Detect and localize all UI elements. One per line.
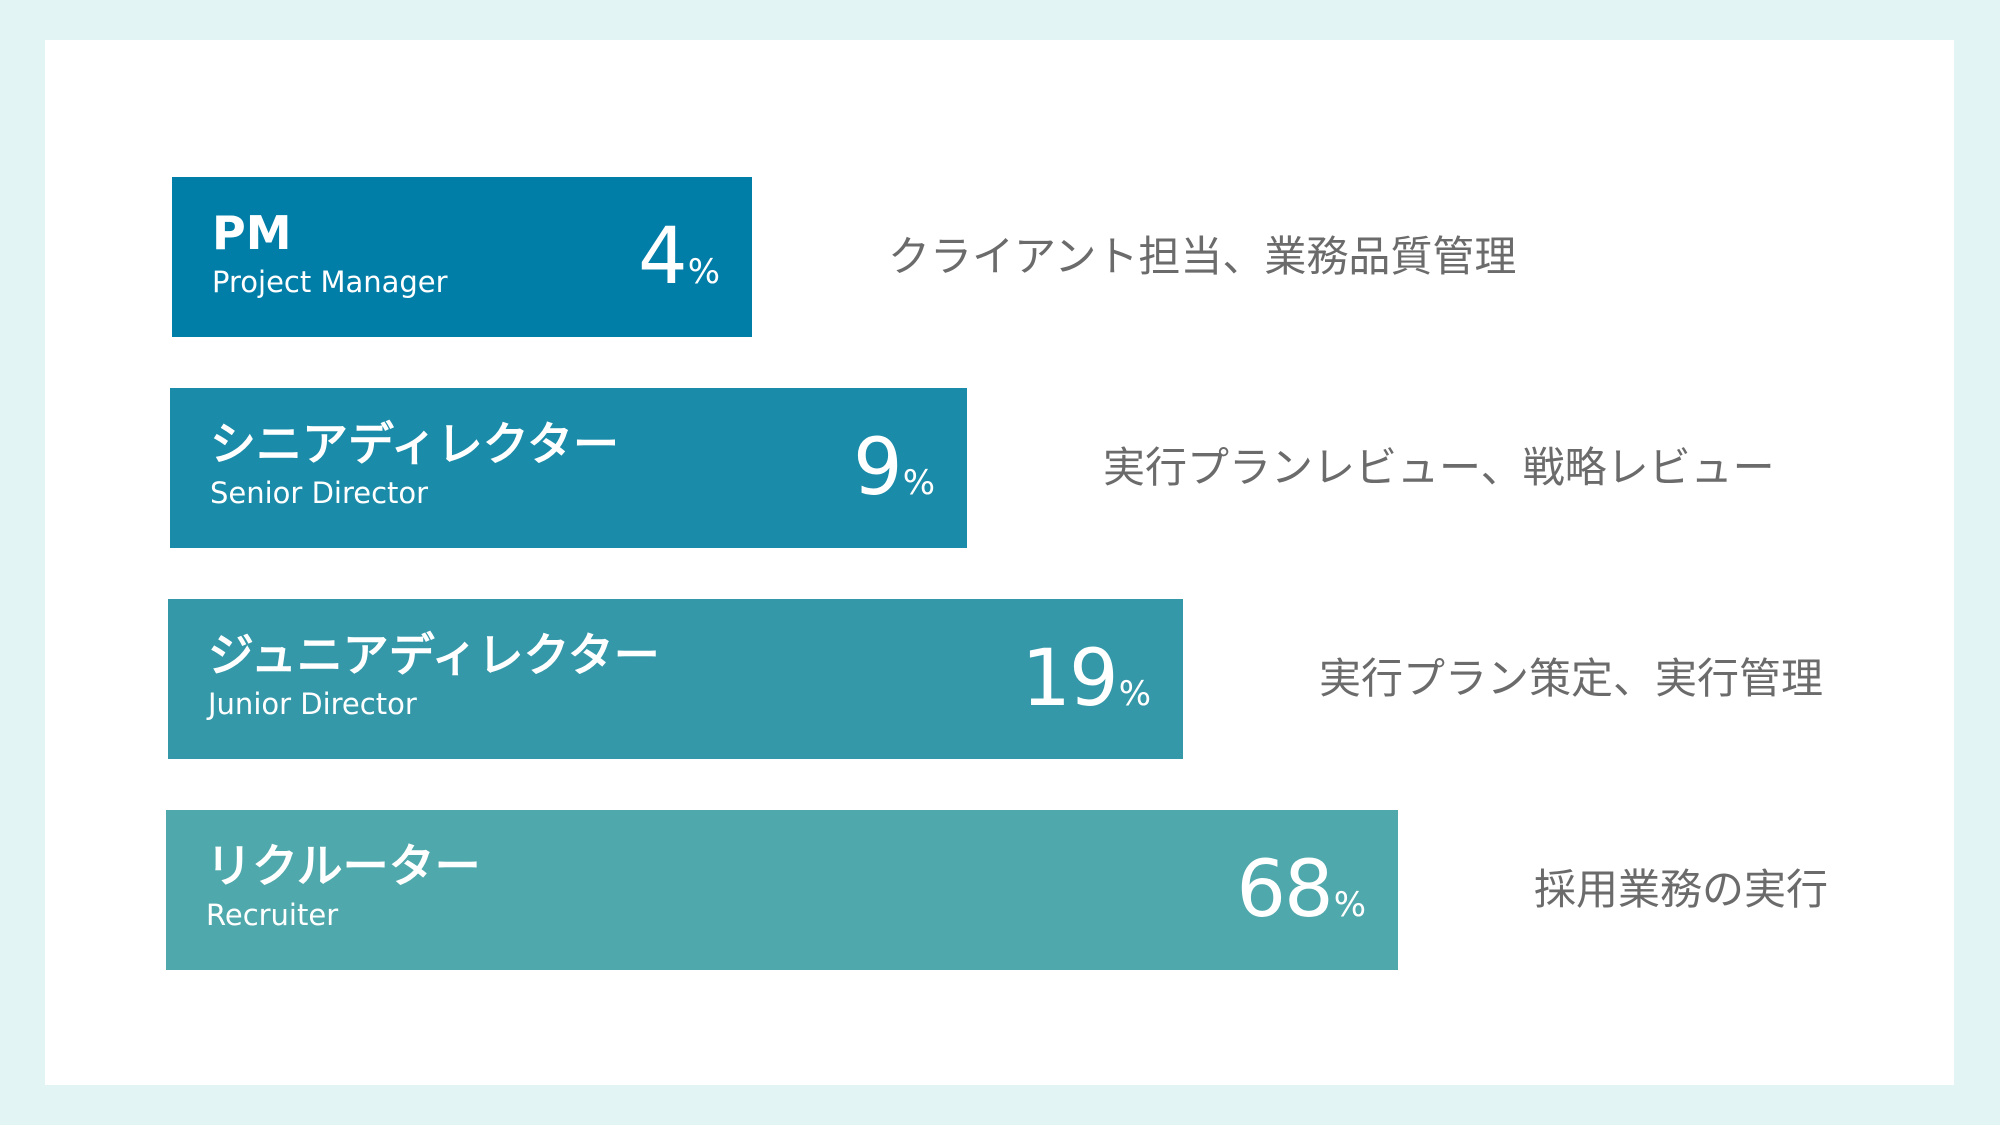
role-name-en: Junior Director	[208, 687, 417, 721]
bar: ジュニアディレクター Junior Director 19%	[168, 599, 1183, 759]
role-name-en: Senior Director	[210, 476, 429, 510]
role-description: 実行プランレビュー、戦略レビュー	[1103, 443, 1775, 492]
value-label: 19%	[1021, 639, 1151, 740]
value-unit: %	[687, 252, 720, 292]
value-number: 68	[1236, 845, 1333, 935]
bar-row: ジュニアディレクター Junior Director 19% 実行プラン策定、実行管理	[45, 599, 1954, 759]
value-number: 19	[1021, 634, 1118, 724]
bar-row: リクルーター Recruiter 68% 採用業務の実行	[45, 810, 1954, 970]
role-name-en: Project Manager	[212, 265, 448, 299]
bar: リクルーター Recruiter 68%	[166, 810, 1398, 970]
value-label: 9%	[853, 428, 935, 529]
value-number: 9	[853, 423, 903, 513]
role-description: 実行プラン策定、実行管理	[1319, 654, 1824, 703]
role-name-ja: ジュニアディレクター	[208, 628, 660, 682]
value-number: 4	[638, 212, 688, 302]
value-label: 4%	[638, 217, 720, 318]
role-name-ja: リクルーター	[206, 839, 481, 893]
chart-card: PM Project Manager 4% クライアント担当、業務品質管理シニアディレ…	[45, 40, 1954, 1085]
role-name-ja: PM	[212, 206, 292, 260]
bar-row: シニアディレクター Senior Director 9% 実行プランレビュー、戦略レビ…	[45, 388, 1954, 548]
bar: シニアディレクター Senior Director 9%	[170, 388, 967, 548]
value-unit: %	[1118, 674, 1151, 714]
role-description: 採用業務の実行	[1534, 865, 1829, 914]
value-unit: %	[1333, 885, 1366, 925]
bar-row: PM Project Manager 4% クライアント担当、業務品質管理	[45, 177, 1954, 337]
value-unit: %	[902, 463, 935, 503]
bar: PM Project Manager 4%	[172, 177, 752, 337]
role-name-ja: シニアディレクター	[210, 417, 619, 471]
role-name-en: Recruiter	[206, 898, 339, 932]
value-label: 68%	[1236, 850, 1366, 951]
role-description: クライアント担当、業務品質管理	[888, 232, 1517, 281]
